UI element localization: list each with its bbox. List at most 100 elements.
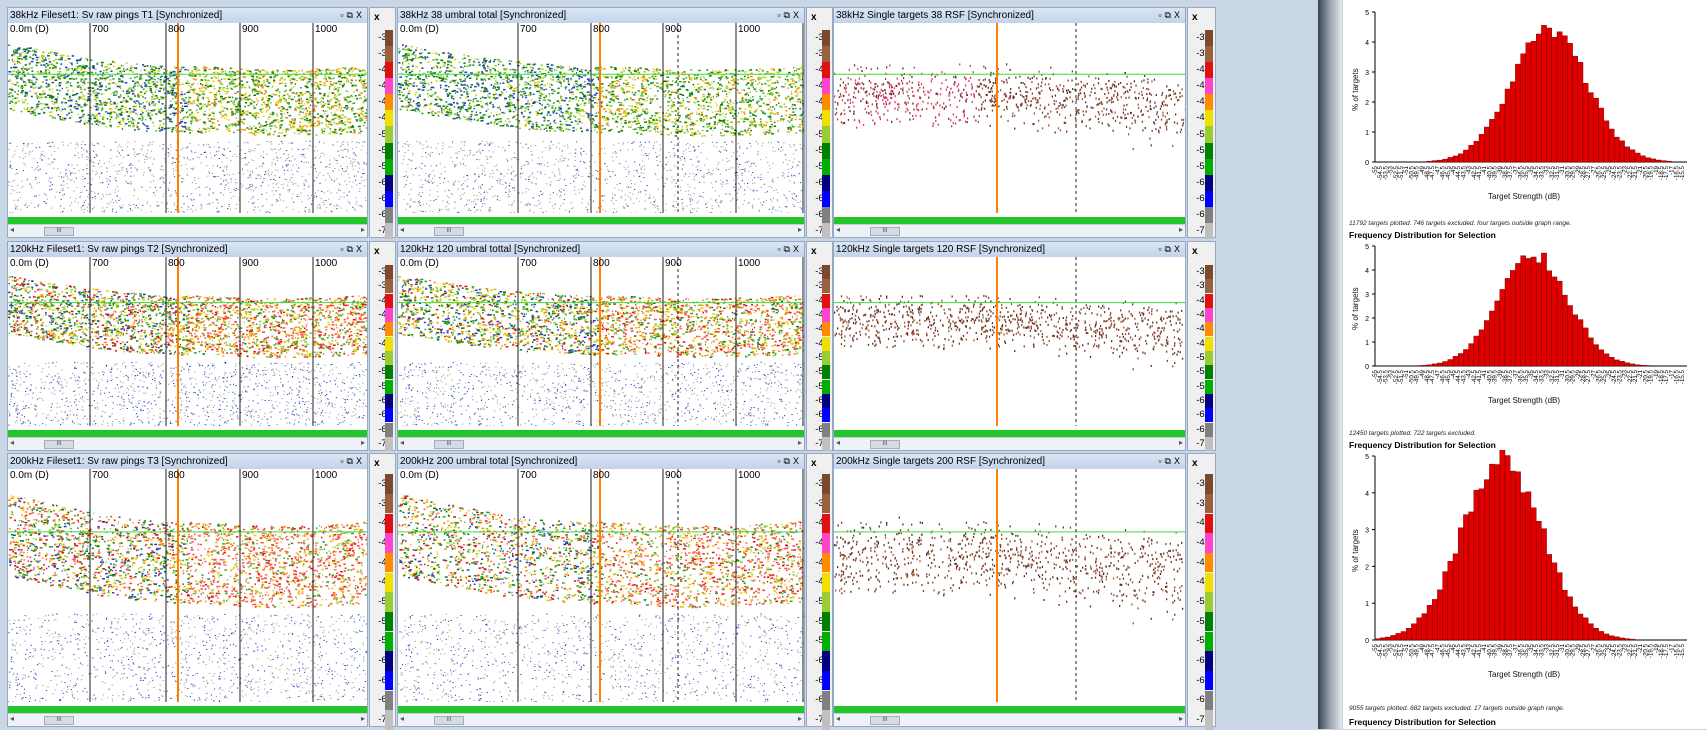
scroll-thumb[interactable]: III: [434, 716, 464, 725]
scroll-left-arrow-icon[interactable]: ◂: [400, 225, 404, 234]
color-scale-panel: x-34-37-40-43-46-49-52-55-58-61-64-67-70: [806, 7, 833, 238]
colorscale-close-icon[interactable]: x: [374, 246, 380, 257]
scroll-left-arrow-icon[interactable]: ◂: [836, 714, 840, 723]
close-icon[interactable]: X: [793, 8, 802, 23]
echogram-titlebar[interactable]: 200kHz Single targets 200 RSF [Synchroni…: [834, 454, 1185, 470]
float-icon[interactable]: ⧉: [347, 242, 356, 257]
float-icon[interactable]: ⧉: [347, 454, 356, 469]
float-icon[interactable]: ⧉: [784, 454, 793, 469]
echogram-window[interactable]: 38kHz Single targets 38 RSF [Synchronize…: [833, 7, 1186, 238]
scroll-right-arrow-icon[interactable]: ▸: [361, 714, 365, 723]
scroll-thumb[interactable]: III: [434, 227, 464, 236]
colorscale-close-icon[interactable]: x: [811, 458, 817, 469]
float-icon[interactable]: ⧉: [347, 8, 356, 23]
colorscale-close-icon[interactable]: x: [1192, 246, 1198, 257]
echogram-plot[interactable]: [834, 257, 1185, 426]
echogram-titlebar[interactable]: 200kHz Fileset1: Sv raw pings T3 [Synchr…: [8, 454, 367, 470]
horizontal-scrollbar[interactable]: ◂ III ▸: [398, 224, 804, 237]
float-icon[interactable]: ⧉: [1165, 8, 1174, 23]
scroll-thumb[interactable]: III: [870, 440, 900, 449]
echogram-canvas[interactable]: [834, 469, 1185, 702]
scroll-right-arrow-icon[interactable]: ▸: [361, 438, 365, 447]
float-icon[interactable]: ⧉: [1165, 454, 1174, 469]
echogram-canvas[interactable]: [8, 469, 367, 702]
scroll-right-arrow-icon[interactable]: ▸: [1179, 225, 1183, 234]
echogram-titlebar[interactable]: 120kHz 120 umbral tottal [Synchronized]▫…: [398, 242, 804, 258]
scroll-right-arrow-icon[interactable]: ▸: [1179, 714, 1183, 723]
echogram-titlebar[interactable]: 120kHz Fileset1: Sv raw pings T2 [Synchr…: [8, 242, 367, 258]
scroll-left-arrow-icon[interactable]: ◂: [10, 225, 14, 234]
echogram-window[interactable]: 38kHz Fileset1: Sv raw pings T1 [Synchro…: [7, 7, 368, 238]
echogram-canvas[interactable]: [8, 23, 367, 213]
echogram-titlebar[interactable]: 38kHz Fileset1: Sv raw pings T1 [Synchro…: [8, 8, 367, 24]
echogram-window[interactable]: 120kHz Single targets 120 RSF [Synchroni…: [833, 241, 1186, 451]
scroll-thumb[interactable]: III: [44, 440, 74, 449]
float-icon[interactable]: ⧉: [784, 8, 793, 23]
close-icon[interactable]: X: [356, 242, 365, 257]
echogram-titlebar[interactable]: 120kHz Single targets 120 RSF [Synchroni…: [834, 242, 1185, 258]
colorscale-close-icon[interactable]: x: [374, 12, 380, 23]
scroll-left-arrow-icon[interactable]: ◂: [10, 438, 14, 447]
scroll-right-arrow-icon[interactable]: ▸: [798, 225, 802, 234]
colorscale-close-icon[interactable]: x: [374, 458, 380, 469]
echogram-plot[interactable]: [834, 469, 1185, 702]
colorscale-close-icon[interactable]: x: [811, 246, 817, 257]
scroll-left-arrow-icon[interactable]: ◂: [836, 225, 840, 234]
close-icon[interactable]: X: [1174, 454, 1183, 469]
close-icon[interactable]: X: [356, 8, 365, 23]
echogram-titlebar[interactable]: 200kHz 200 umbral total [Synchronized]▫⧉…: [398, 454, 804, 470]
scroll-thumb[interactable]: III: [870, 716, 900, 725]
close-icon[interactable]: X: [793, 242, 802, 257]
scroll-left-arrow-icon[interactable]: ◂: [10, 714, 14, 723]
echogram-window[interactable]: 120kHz 120 umbral tottal [Synchronized]▫…: [397, 241, 805, 451]
close-icon[interactable]: X: [356, 454, 365, 469]
close-icon[interactable]: X: [793, 454, 802, 469]
echogram-canvas[interactable]: [398, 257, 804, 426]
horizontal-scrollbar[interactable]: ◂ III ▸: [398, 713, 804, 726]
echogram-titlebar[interactable]: 38kHz Single targets 38 RSF [Synchronize…: [834, 8, 1185, 24]
float-icon[interactable]: ⧉: [784, 242, 793, 257]
float-icon[interactable]: ⧉: [1165, 242, 1174, 257]
scroll-right-arrow-icon[interactable]: ▸: [798, 438, 802, 447]
echogram-window[interactable]: 200kHz 200 umbral total [Synchronized]▫⧉…: [397, 453, 805, 727]
horizontal-scrollbar[interactable]: ◂ III ▸: [8, 713, 367, 726]
horizontal-scrollbar[interactable]: ◂ III ▸: [834, 437, 1185, 450]
echogram-canvas[interactable]: [834, 23, 1185, 213]
scroll-left-arrow-icon[interactable]: ◂: [400, 714, 404, 723]
echogram-plot[interactable]: [834, 23, 1185, 213]
horizontal-scrollbar[interactable]: ◂ III ▸: [8, 224, 367, 237]
scroll-left-arrow-icon[interactable]: ◂: [836, 438, 840, 447]
colorscale-close-icon[interactable]: x: [1192, 458, 1198, 469]
scroll-thumb[interactable]: III: [870, 227, 900, 236]
horizontal-scrollbar[interactable]: ◂ III ▸: [8, 437, 367, 450]
echogram-canvas[interactable]: [398, 469, 804, 702]
echogram-window[interactable]: 200kHz Fileset1: Sv raw pings T3 [Synchr…: [7, 453, 368, 727]
scroll-right-arrow-icon[interactable]: ▸: [798, 714, 802, 723]
colorscale-close-icon[interactable]: x: [1192, 12, 1198, 23]
colorscale-close-icon[interactable]: x: [811, 12, 817, 23]
scroll-thumb[interactable]: III: [44, 716, 74, 725]
echogram-canvas[interactable]: [8, 257, 367, 426]
close-icon[interactable]: X: [1174, 242, 1183, 257]
echogram-canvas[interactable]: [398, 23, 804, 213]
horizontal-scrollbar[interactable]: ◂ III ▸: [834, 224, 1185, 237]
horizontal-scrollbar[interactable]: ◂ III ▸: [398, 437, 804, 450]
close-icon[interactable]: X: [1174, 8, 1183, 23]
echogram-plot[interactable]: 700800900100011000.0m (D): [398, 23, 804, 213]
scroll-left-arrow-icon[interactable]: ◂: [400, 438, 404, 447]
scroll-thumb[interactable]: III: [44, 227, 74, 236]
scroll-right-arrow-icon[interactable]: ▸: [1179, 438, 1183, 447]
scroll-thumb[interactable]: III: [434, 440, 464, 449]
echogram-window[interactable]: 120kHz Fileset1: Sv raw pings T2 [Synchr…: [7, 241, 368, 451]
echogram-titlebar[interactable]: 38kHz 38 umbral total [Synchronized]▫⧉X: [398, 8, 804, 24]
scroll-right-arrow-icon[interactable]: ▸: [361, 225, 365, 234]
echogram-window[interactable]: 200kHz Single targets 200 RSF [Synchroni…: [833, 453, 1186, 727]
echogram-canvas[interactable]: [834, 257, 1185, 426]
horizontal-scrollbar[interactable]: ◂ III ▸: [834, 713, 1185, 726]
